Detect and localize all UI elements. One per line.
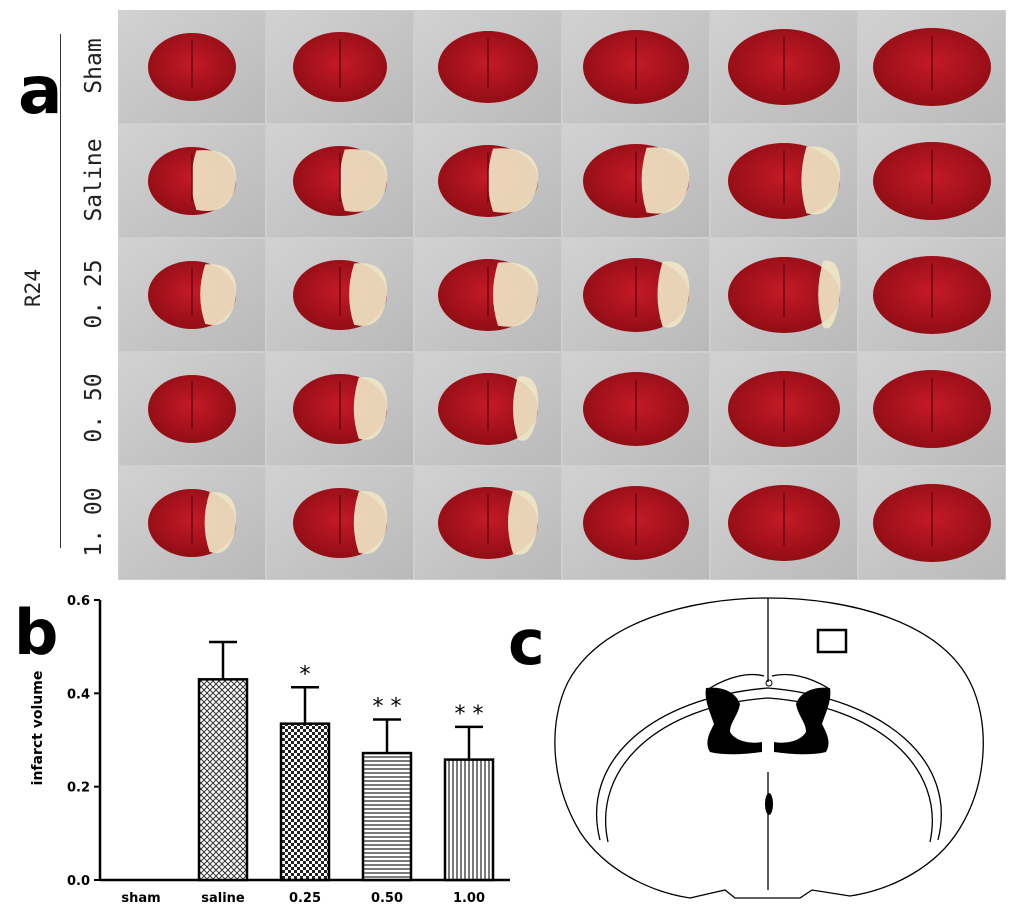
bar-0.25 [279, 722, 331, 882]
brain-slice-photos [119, 11, 1005, 579]
group-label-r24: R24 [21, 269, 45, 307]
infarct-region [349, 263, 388, 326]
panel-c-label: c [508, 606, 545, 679]
infarct-region [200, 264, 237, 325]
infarct-region [801, 146, 841, 215]
x-tick-label: 0.25 [289, 891, 321, 906]
significance-label: * * [373, 694, 402, 719]
infarct-region [493, 262, 539, 327]
y-tick-label: 0.4 [67, 687, 90, 702]
group-bracket-line [60, 34, 61, 548]
cortex-arc-left [709, 673, 765, 689]
row-label-3: 0. 50 [81, 373, 107, 443]
cortex-arc-right [771, 673, 829, 689]
x-tick-label: saline [201, 891, 245, 906]
bar-0.50 [361, 751, 413, 882]
infarct-region [641, 147, 690, 214]
corpus-callosum-inner [605, 697, 933, 843]
x-tick-label: sham [121, 891, 160, 906]
infarct-region [818, 260, 841, 329]
panel-a-label: a [18, 52, 63, 129]
infarct-volume-bar-chart: 0.0 0.2 0.4 0.6 sham saline * 0.25 * * 0.50 * * 1.0… [30, 594, 510, 906]
region-of-interest-box [816, 628, 848, 654]
coronal-brain-section-diagram [554, 597, 984, 899]
y-tick-label: 0.2 [67, 781, 90, 796]
infarct-region [488, 148, 539, 213]
significance-label: * [300, 662, 311, 687]
y-tick-label: 0.6 [67, 594, 90, 609]
row-label-1: Saline [81, 138, 107, 222]
right-lateral-ventricle [774, 687, 831, 755]
row-label-2: 0. 25 [81, 259, 107, 329]
panel-b-label: b [14, 596, 59, 669]
bar-1.00 [443, 758, 495, 882]
bar-saline [197, 678, 249, 882]
x-tick-label: 0.50 [371, 891, 403, 906]
infarct-region [513, 376, 539, 441]
infarct-region [353, 377, 388, 440]
y-tick-label: 0.0 [67, 874, 90, 889]
infarct-region [339, 149, 388, 212]
brain-slice-photo-grid [118, 10, 1006, 580]
significance-label: * * [455, 702, 484, 727]
row-label-4: 1. 00 [81, 487, 107, 557]
y-axis-label: infarct volume [30, 671, 46, 786]
row-label-0: Sham [81, 38, 107, 94]
infarct-region [508, 490, 539, 555]
corpus-callosum-outer [595, 687, 942, 841]
infarct-region [353, 491, 388, 554]
midline-marker [765, 679, 773, 687]
infarct-region [191, 150, 237, 211]
infarct-region [657, 261, 690, 328]
infarct-region [204, 492, 237, 553]
x-tick-label: 1.00 [453, 891, 485, 906]
third-ventricle [765, 793, 773, 815]
brain-outline [554, 597, 984, 899]
left-lateral-ventricle [705, 687, 762, 755]
